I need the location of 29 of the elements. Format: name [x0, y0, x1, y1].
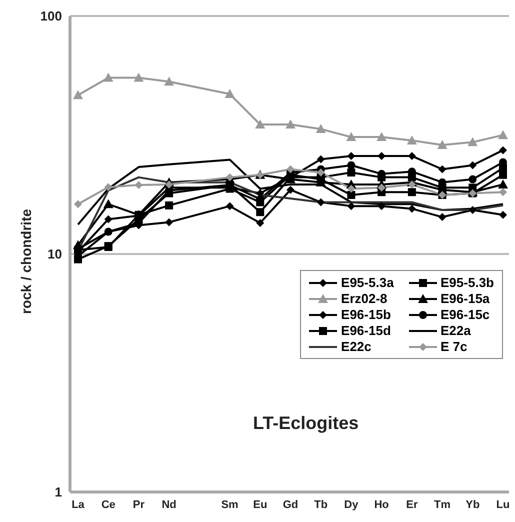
legend-label: E96-15c — [440, 307, 490, 322]
x-tick-label: Eu — [253, 498, 268, 511]
x-tick-label: Er — [406, 498, 418, 511]
legend-label: Erz02-8 — [341, 291, 388, 306]
x-tick-label: Tb — [314, 498, 328, 511]
x-tick-label: Dy — [344, 498, 360, 511]
legend-label: E 7c — [440, 339, 468, 354]
y-tick-label: 1 — [54, 484, 62, 500]
x-tick-label: Sm — [221, 498, 239, 511]
x-tick-label: La — [72, 498, 86, 511]
legend-label: E95-5.3b — [440, 275, 494, 290]
legend-label: E22c — [341, 339, 372, 354]
legend-label: E96-15b — [341, 307, 391, 322]
x-tick-label: Pr — [132, 498, 146, 511]
x-tick-label: Nd — [162, 498, 176, 511]
x-tick-label: Ce — [101, 498, 116, 511]
x-tick-label: Yb — [466, 498, 480, 511]
y-axis-title: rock / chondrite — [18, 208, 34, 314]
y-tick-label: 10 — [48, 246, 62, 262]
legend-label: E95-5.3a — [341, 275, 394, 290]
x-tick-label: Ho — [374, 498, 390, 511]
x-tick-label: Tm — [434, 498, 451, 511]
legend-label: E22a — [440, 323, 471, 338]
x-tick-label: Lu — [496, 498, 510, 511]
legend-label: E96-15a — [440, 291, 490, 306]
y-tick-label: 100 — [40, 8, 62, 24]
annotation: LT-Eclogites — [253, 413, 359, 434]
x-tick-label: Gd — [282, 498, 298, 511]
legend-label: E96-15d — [341, 323, 391, 338]
